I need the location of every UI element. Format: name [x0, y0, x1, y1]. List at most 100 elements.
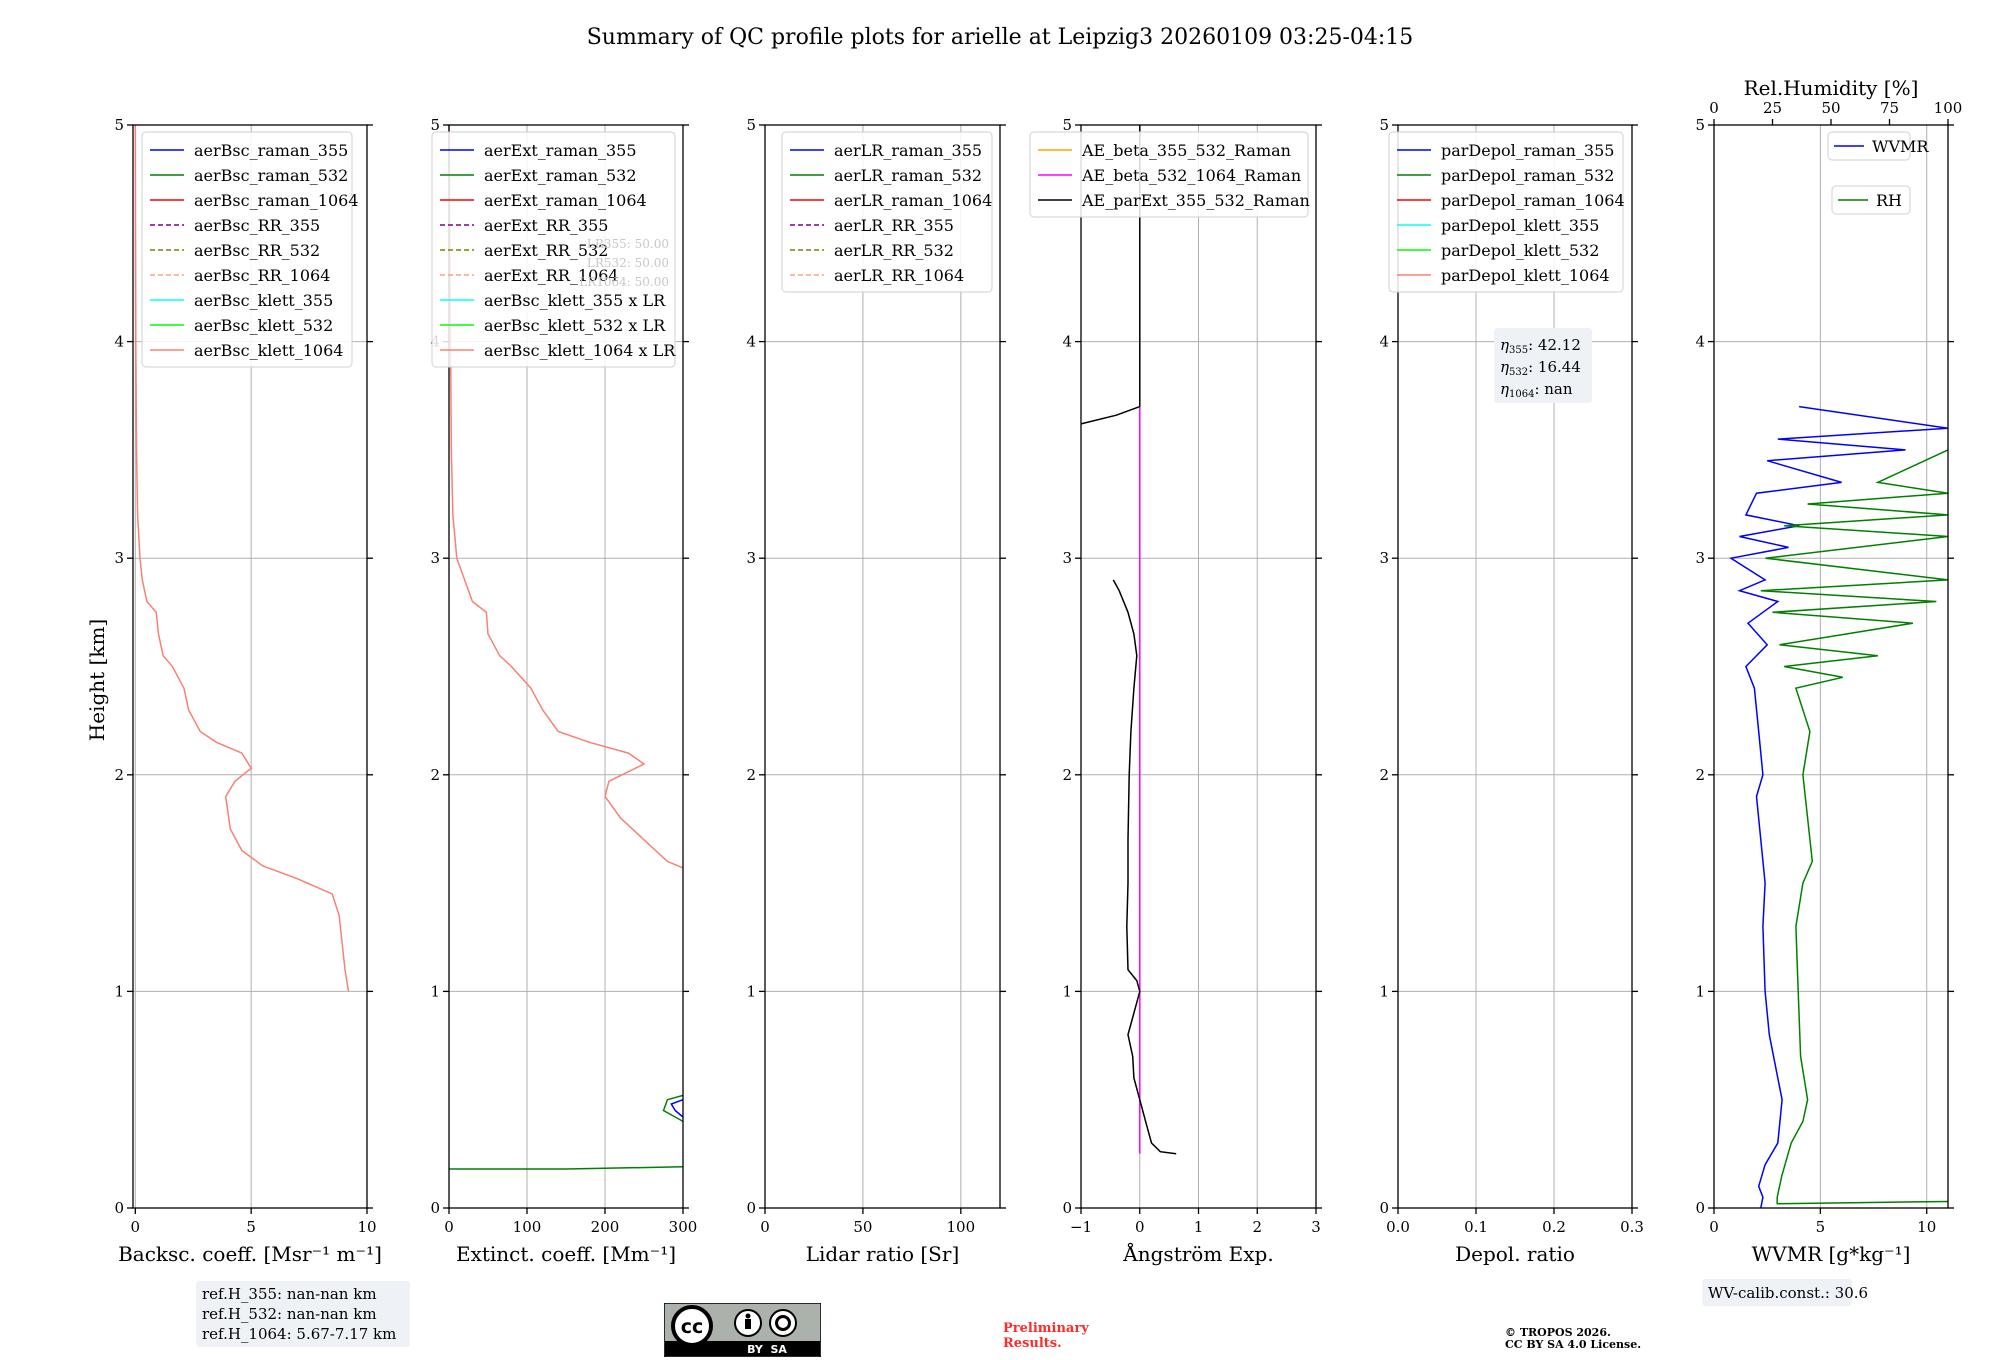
lidar-ratio-note: LR532: 50.00: [587, 256, 669, 270]
calibration-text: WV-calib.const.: 30.6: [1708, 1284, 1868, 1302]
y-tick-label: 2: [746, 766, 756, 784]
svg-text:cc: cc: [681, 1316, 704, 1338]
cc-label: BY SA: [747, 1343, 787, 1356]
y-tick-label: 5: [1695, 116, 1705, 134]
legend-label: parDepol_klett_532: [1441, 241, 1599, 260]
legend-label: aerBsc_RR_1064: [194, 266, 330, 285]
x-tick-label: 0.0: [1386, 1218, 1410, 1236]
x2-tick-label: 25: [1763, 99, 1782, 117]
calibration-box: [1702, 1279, 1852, 1306]
sa-icon: [769, 1309, 797, 1337]
x2-tick-label: 75: [1880, 99, 1899, 117]
x-tick-label: 50: [853, 1218, 872, 1236]
legend: aerBsc_raman_355 aerBsc_raman_532 aerBsc_r…: [141, 131, 359, 368]
y-tick-label: 3: [114, 549, 124, 567]
x-tick-label: 0.2: [1542, 1218, 1566, 1236]
y-tick-label: 2: [1695, 766, 1705, 784]
x-tick-label: 3: [1311, 1218, 1321, 1236]
y-tick-label: 0: [1695, 1199, 1705, 1217]
y-tick-label: 4: [114, 333, 124, 351]
legend: WVMR: [1827, 131, 1929, 161]
y-tick-label: 2: [1379, 766, 1389, 784]
series-aerExt_raman_355: [670, 1098, 684, 1118]
legend-label: aerBsc_klett_355 x LR: [484, 291, 666, 310]
legend-label: RH: [1876, 191, 1902, 210]
panel-extinction: 0123450100200300Extinct. coeff. [Mm⁻¹]ae…: [430, 116, 697, 1266]
x-tick-label: 0.3: [1620, 1218, 1644, 1236]
x-tick-label: 100: [947, 1218, 976, 1236]
y-tick-label: 5: [746, 116, 756, 134]
y-tick-label: 1: [1379, 982, 1389, 1000]
legend-box: [1388, 131, 1624, 293]
preliminary-results-line2: Results.: [1003, 1336, 1062, 1351]
y-tick-label: 1: [1695, 982, 1705, 1000]
legend-label: aerBsc_RR_355: [194, 216, 320, 235]
x2-tick-label: 0: [1709, 99, 1719, 117]
legend: parDepol_raman_355 parDepol_raman_532 parD…: [1388, 131, 1625, 293]
legend-label: parDepol_klett_355: [1441, 216, 1599, 235]
y-tick-label: 2: [114, 766, 124, 784]
legend-label: aerLR_RR_1064: [834, 266, 964, 285]
reference-height-box: [196, 1281, 410, 1347]
legend-box: [1827, 131, 1911, 161]
legend-label: aerBsc_klett_1064: [194, 341, 343, 360]
legend-box: [141, 131, 353, 368]
annotations: ref.H_355: nan-nan km ref.H_532: nan-nan …: [196, 1279, 1868, 1347]
x-tick-label: 0: [131, 1218, 141, 1236]
x-tick-label: 2: [1252, 1218, 1262, 1236]
x-tick-label: 0: [1135, 1218, 1145, 1236]
legend-label: aerBsc_klett_532: [194, 316, 333, 335]
y-tick-label: 4: [746, 333, 756, 351]
legend-label: aerLR_raman_1064: [834, 191, 992, 210]
eta-box: [1494, 328, 1592, 403]
legend-label: parDepol_raman_532: [1441, 166, 1614, 185]
x2-tick-label: 50: [1821, 99, 1840, 117]
x-tick-label: 5: [246, 1218, 256, 1236]
reference-height-text: ref.H_532: nan-nan km: [202, 1305, 377, 1323]
y-tick-label: 4: [1695, 333, 1705, 351]
series-aerBsc_klett_1064: [134, 124, 350, 992]
axes-frame: [132, 124, 368, 1209]
y-tick-label: 0: [746, 1199, 756, 1217]
y-tick-label: 5: [114, 116, 124, 134]
legend-box: [1831, 185, 1911, 215]
legend-label: WVMR: [1872, 137, 1929, 156]
reference-height-text: ref.H_355: nan-nan km: [202, 1285, 377, 1303]
series-aerExt_raman_532: [662, 1094, 684, 1123]
copyright-line1: © TROPOS 2026.: [1505, 1326, 1611, 1339]
legend-label: aerExt_raman_355: [484, 141, 637, 160]
legend-label: aerBsc_raman_1064: [194, 191, 359, 210]
y-tick-label: 0: [114, 1199, 124, 1217]
eta-value: η532: 16.44: [1500, 358, 1581, 378]
legend-label: aerLR_raman_355: [834, 141, 982, 160]
series-RH: [1760, 449, 1949, 1205]
y-tick-label: 1: [430, 982, 440, 1000]
preliminary-results-line1: Preliminary: [1003, 1321, 1089, 1336]
y-tick-label: 1: [746, 982, 756, 1000]
series-aerBsc_klett_1064 x LR: [448, 124, 684, 869]
x-tick-label: 100: [513, 1218, 542, 1236]
figure-title: Summary of QC profile plots for arielle …: [587, 25, 1414, 50]
y-tick-label: 5: [1379, 116, 1389, 134]
reference-height-text: ref.H_1064: 5.67-7.17 km: [202, 1325, 396, 1343]
y-tick-label: 1: [114, 982, 124, 1000]
x-tick-label: 0: [444, 1218, 454, 1236]
legend-label: aerBsc_klett_355: [194, 291, 333, 310]
legend-label: aerBsc_RR_532: [194, 241, 320, 260]
legend-label: parDepol_klett_1064: [1441, 266, 1610, 285]
y-tick-label: 5: [1062, 116, 1072, 134]
axes-frame: [1713, 124, 1949, 1209]
x-axis-label: WVMR [g*kg⁻¹]: [1752, 1242, 1911, 1266]
x-axis-label: Ångström Exp.: [1122, 1241, 1273, 1266]
x-tick-label: 0: [760, 1218, 770, 1236]
y-tick-label: 0: [1379, 1199, 1389, 1217]
series-aerExt_raman_532: [449, 1166, 684, 1170]
legend: aerLR_raman_355 aerLR_raman_532 aerLR_rama…: [781, 131, 993, 293]
x-tick-label: 10: [357, 1218, 376, 1236]
legend-label: aerLR_RR_355: [834, 216, 954, 235]
legend-label: aerExt_raman_532: [484, 166, 637, 185]
